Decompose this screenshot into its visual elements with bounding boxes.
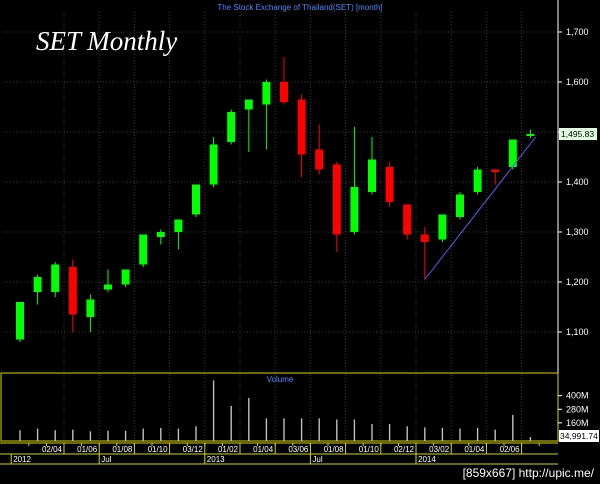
candle-down <box>403 204 412 235</box>
chart-title: The Stock Exchange of Thailand(SET) [mon… <box>217 3 382 12</box>
candle-up <box>508 139 517 167</box>
candle-up <box>227 112 236 142</box>
volume-tick-label: 160M <box>566 418 589 428</box>
candle-up <box>192 184 200 215</box>
candle-up <box>156 232 165 237</box>
y-tick-label: 1,300 <box>566 227 589 237</box>
last-price-label: 1,495.83 <box>561 129 594 139</box>
candle-up <box>16 302 24 340</box>
last-volume-label-bg <box>559 430 599 442</box>
candle-up <box>526 134 535 136</box>
period-label: Jul <box>101 455 111 464</box>
x-tick-label: 01/08 <box>324 445 345 454</box>
period-label: 2013 <box>207 455 225 464</box>
candle-up <box>104 284 112 290</box>
chart-annotation: SET Monthly <box>36 26 178 56</box>
candle-up <box>244 99 253 110</box>
candle-down <box>420 234 429 242</box>
trendline <box>424 136 537 280</box>
volume-tick-label: 280M <box>566 404 589 414</box>
x-tick-label: 02/12 <box>394 445 415 454</box>
candle-down <box>297 99 306 155</box>
candle-up <box>51 264 60 292</box>
candle-down <box>68 267 77 315</box>
x-tick-label: 03/02 <box>429 445 450 454</box>
candle-down <box>385 167 394 202</box>
y-tick-label: 1,700 <box>566 27 589 37</box>
candle-up <box>456 194 464 217</box>
last-volume-label: 34,991.74 <box>560 431 598 441</box>
candle-up <box>438 214 447 240</box>
candle-up <box>473 169 482 192</box>
candle-up <box>86 299 95 317</box>
y-tick-label: 1,100 <box>566 327 589 337</box>
x-tick-label: 01/10 <box>359 445 380 454</box>
period-label: 2012 <box>13 455 31 464</box>
x-tick-label: 02/06 <box>500 445 521 454</box>
candle-down <box>491 169 500 172</box>
candle-up <box>262 82 271 105</box>
volume-tick-label: 400M <box>566 391 589 401</box>
candle-up <box>139 234 148 265</box>
source-label: [859x667] http://upic.me/ <box>462 466 594 480</box>
last-price-label-bg <box>559 128 597 140</box>
x-tick-label: 01/08 <box>112 445 133 454</box>
x-tick-label: 01/02 <box>218 445 239 454</box>
period-label: 2014 <box>418 455 436 464</box>
candle-down <box>315 149 324 170</box>
candle-down <box>280 82 288 102</box>
x-tick-label: 01/10 <box>148 445 169 454</box>
x-tick-label: 01/04 <box>464 445 485 454</box>
volume-panel-frame <box>0 372 559 442</box>
x-tick-label: 03/06 <box>288 445 309 454</box>
x-tick-label: 03/12 <box>183 445 204 454</box>
candle-up <box>33 277 42 292</box>
candle-up <box>174 219 183 232</box>
period-label: Jul <box>312 455 322 464</box>
x-tick-label: 02/04 <box>42 445 63 454</box>
candle-up <box>368 159 376 192</box>
candle-down <box>332 164 341 235</box>
x-tick-label: 01/06 <box>77 445 98 454</box>
candle-up <box>121 269 130 285</box>
volume-title: Volume <box>267 375 294 384</box>
candle-up <box>350 187 359 232</box>
y-tick-label: 1,600 <box>566 77 589 87</box>
candle-up <box>209 144 218 185</box>
x-tick-label: 01/04 <box>253 445 274 454</box>
y-tick-label: 1,200 <box>566 277 589 287</box>
y-tick-label: 1,400 <box>566 177 589 187</box>
